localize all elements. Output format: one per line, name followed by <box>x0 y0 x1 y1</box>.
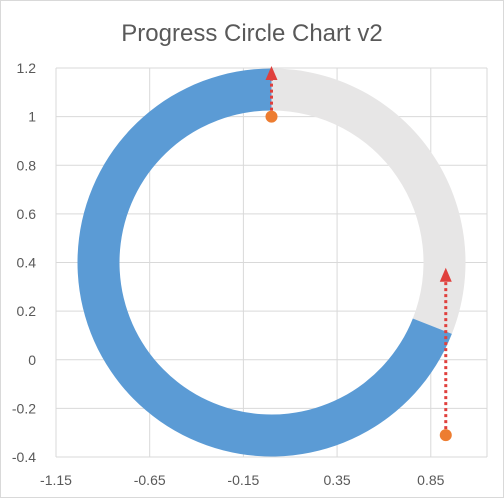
x-tick-label: -1.15 <box>40 472 72 488</box>
data-point <box>439 429 452 442</box>
data-points <box>265 110 452 442</box>
y-tick-label: 0.8 <box>17 157 37 173</box>
y-tick-label: -0.2 <box>12 400 36 416</box>
y-tick-label: -0.4 <box>12 449 36 465</box>
progress-donut <box>77 68 466 457</box>
y-tick-label: 1 <box>28 109 36 125</box>
x-tick-label: -0.15 <box>227 472 259 488</box>
arrow-head <box>265 66 278 80</box>
y-tick-label: 1.2 <box>17 60 37 76</box>
y-axis-ticks: 1.2 1 0.8 0.6 0.4 0.2 0 -0.2 -0.4 <box>12 60 36 465</box>
y-tick-label: 0.4 <box>17 255 37 271</box>
y-tick-label: 0.2 <box>17 303 37 319</box>
grid-lines <box>55 67 488 458</box>
x-axis-ticks: -1.15 -0.65 -0.15 0.35 0.85 <box>40 472 445 488</box>
arrow-head <box>439 267 452 282</box>
y-tick-label: 0 <box>28 352 36 368</box>
donut-remainder <box>271 68 466 334</box>
y-tick-label: 0.6 <box>17 206 37 222</box>
data-point <box>265 110 278 123</box>
x-tick-label: -0.65 <box>134 472 166 488</box>
chart-title: Progress Circle Chart v2 <box>121 20 383 47</box>
arrow-lines <box>265 66 452 436</box>
x-tick-label: 0.35 <box>323 472 350 488</box>
x-tick-label: 0.85 <box>417 472 444 488</box>
